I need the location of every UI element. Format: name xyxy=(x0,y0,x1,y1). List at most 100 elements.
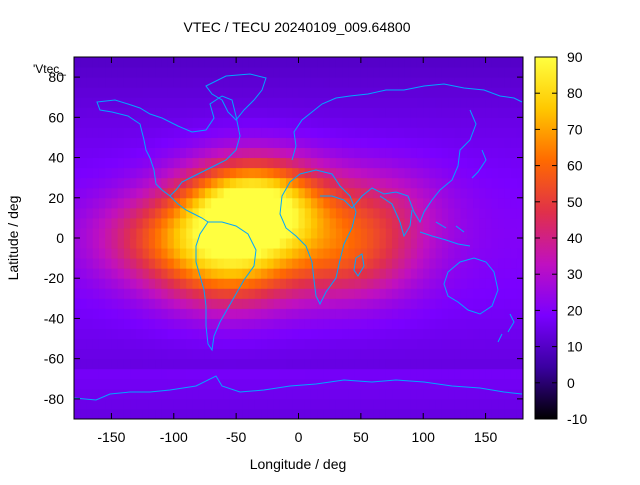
heatmap-cell xyxy=(80,398,87,410)
heatmap-cell xyxy=(167,318,175,329)
heatmap-cell xyxy=(435,298,443,309)
heatmap-cell xyxy=(398,278,406,289)
heatmap-cell xyxy=(80,268,87,279)
heatmap-cell xyxy=(516,398,524,410)
heatmap-cell xyxy=(74,67,81,78)
heatmap-cell xyxy=(273,258,281,269)
heatmap-cell xyxy=(429,338,437,350)
heatmap-cell xyxy=(429,248,437,259)
heatmap-cell xyxy=(342,358,349,370)
heatmap-cell xyxy=(173,338,181,350)
heatmap-cell xyxy=(142,77,150,88)
heatmap-cell xyxy=(360,67,368,78)
chart-title: VTEC / TECU 20240109_009.64800 xyxy=(183,19,410,35)
heatmap-cell xyxy=(435,127,443,138)
heatmap-cell xyxy=(435,117,443,128)
heatmap-cell xyxy=(466,348,474,360)
heatmap-cell xyxy=(335,107,343,118)
heatmap-cell xyxy=(385,408,393,420)
heatmap-cell xyxy=(516,117,524,128)
heatmap-cell xyxy=(335,67,343,78)
heatmap-cell xyxy=(516,127,524,138)
heatmap-cell xyxy=(148,157,156,169)
heatmap-cell xyxy=(510,238,518,249)
heatmap-cell xyxy=(223,67,231,78)
heatmap-cell xyxy=(180,87,187,98)
heatmap-cell xyxy=(485,147,493,159)
heatmap-cell xyxy=(261,227,268,239)
heatmap-cell xyxy=(192,67,200,78)
heatmap-cell xyxy=(429,187,437,199)
heatmap-cell xyxy=(86,338,94,350)
heatmap-cell xyxy=(117,288,125,299)
heatmap-cell xyxy=(410,167,418,179)
heatmap-cell xyxy=(211,167,218,179)
heatmap-cell xyxy=(485,268,493,279)
heatmap-cell xyxy=(498,388,505,400)
heatmap-cell xyxy=(323,197,331,209)
heatmap-cell xyxy=(117,207,125,219)
heatmap-cell xyxy=(111,308,119,319)
heatmap-cell xyxy=(286,348,293,360)
heatmap-cell xyxy=(491,187,499,199)
heatmap-cell xyxy=(448,388,455,400)
heatmap-cell xyxy=(498,288,505,299)
heatmap-cell xyxy=(148,217,156,229)
heatmap-cell xyxy=(504,248,512,259)
heatmap-cell xyxy=(423,388,430,400)
x-tick-label: 0 xyxy=(295,429,303,445)
heatmap-cell xyxy=(448,288,455,299)
heatmap-cell xyxy=(136,298,144,309)
heatmap-cell xyxy=(204,157,212,169)
heatmap-cell xyxy=(510,248,518,259)
heatmap-cell xyxy=(161,368,169,380)
heatmap-cell xyxy=(105,107,112,118)
heatmap-cell xyxy=(367,388,374,400)
heatmap-cell xyxy=(223,87,231,98)
heatmap-cell xyxy=(354,238,362,249)
heatmap-cell xyxy=(161,288,169,299)
heatmap-cell xyxy=(398,117,406,128)
heatmap-cell xyxy=(460,137,468,148)
heatmap-cell xyxy=(448,157,455,169)
heatmap-cell xyxy=(161,147,169,159)
heatmap-cell xyxy=(180,97,187,108)
heatmap-cell xyxy=(335,127,343,138)
heatmap-cell xyxy=(404,268,412,279)
heatmap-cell xyxy=(248,157,256,169)
heatmap-cell xyxy=(286,157,293,169)
heatmap-cell xyxy=(198,207,206,219)
heatmap-cell xyxy=(267,77,275,88)
heatmap-cell xyxy=(441,398,449,410)
heatmap-cell xyxy=(286,388,293,400)
heatmap-cell xyxy=(229,338,237,350)
heatmap-cell xyxy=(229,328,237,340)
heatmap-cell xyxy=(242,278,250,289)
heatmap-cell xyxy=(74,358,81,370)
heatmap-cell xyxy=(448,117,455,128)
heatmap-cell xyxy=(92,358,100,370)
heatmap-cell xyxy=(435,227,443,239)
heatmap-cell xyxy=(379,398,387,410)
heatmap-cell xyxy=(86,197,94,209)
heatmap-cell xyxy=(92,268,100,279)
heatmap-cell xyxy=(130,217,137,229)
heatmap-cell xyxy=(186,107,193,118)
heatmap-cell xyxy=(429,87,437,98)
heatmap-cell xyxy=(379,308,387,319)
heatmap-cell xyxy=(504,238,512,249)
heatmap-cell xyxy=(516,137,524,148)
heatmap-cell xyxy=(236,67,243,78)
heatmap-cell xyxy=(173,358,181,370)
heatmap-cell xyxy=(173,227,181,239)
heatmap-cell xyxy=(354,348,362,360)
heatmap-cell xyxy=(261,107,268,118)
heatmap-cell xyxy=(186,278,193,289)
heatmap-cell xyxy=(441,137,449,148)
heatmap-cell xyxy=(155,278,162,289)
heatmap-cell xyxy=(223,408,231,420)
heatmap-cell xyxy=(117,97,125,108)
heatmap-cell xyxy=(155,117,162,128)
heatmap-cell xyxy=(441,408,449,420)
